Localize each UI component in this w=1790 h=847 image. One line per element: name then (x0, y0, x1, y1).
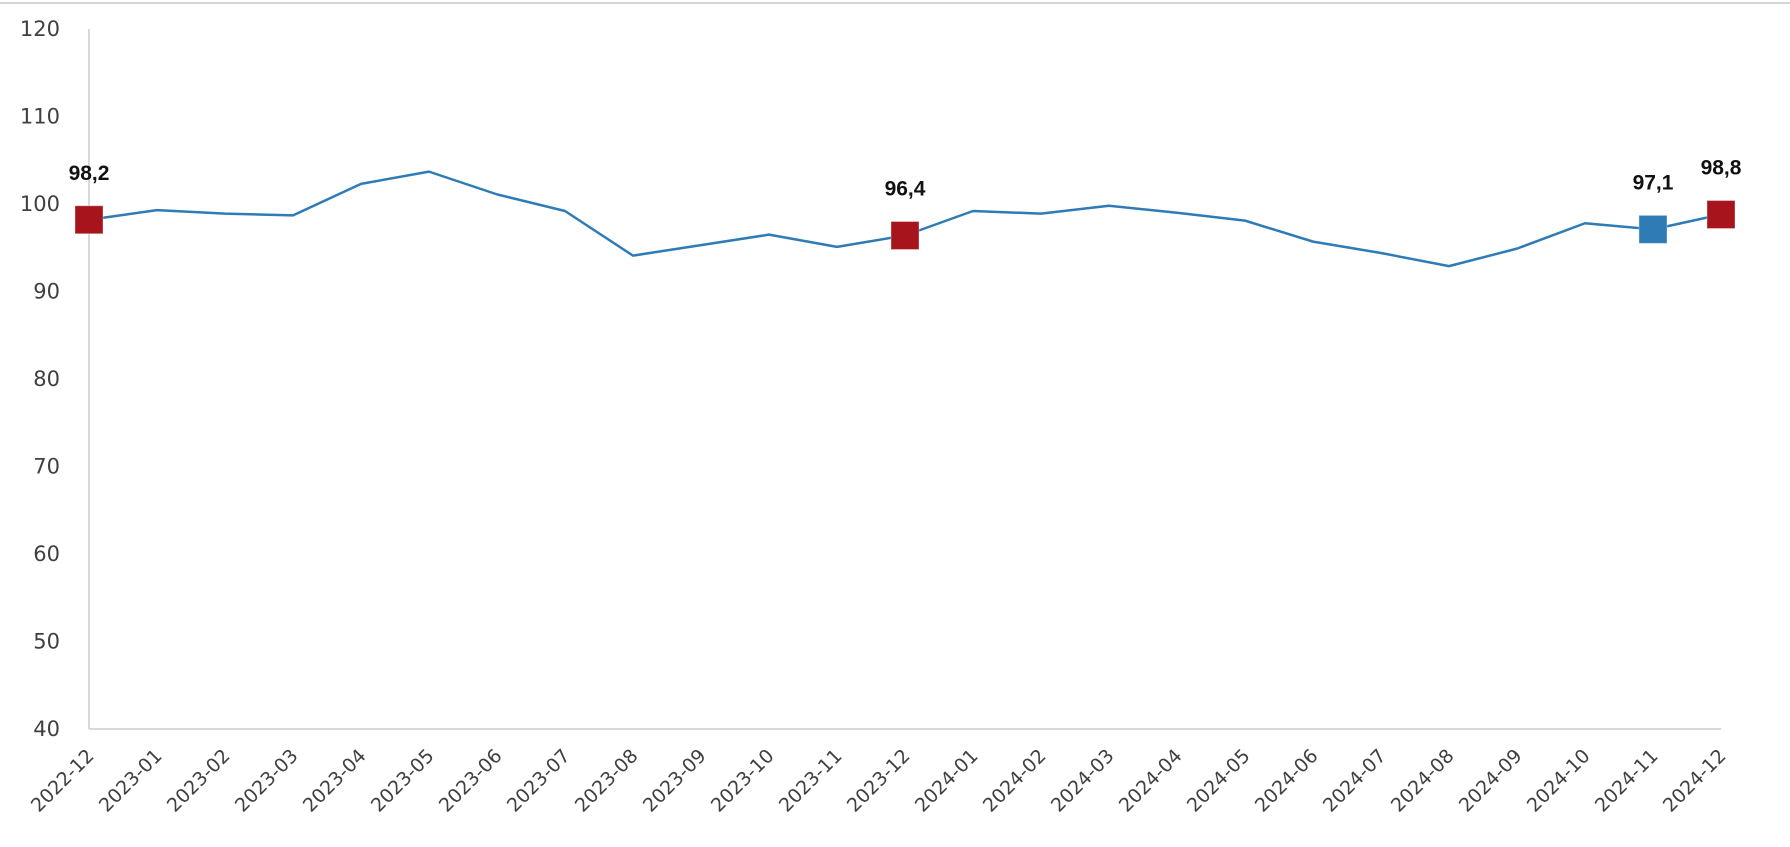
data-label: 97,1 (1633, 171, 1674, 194)
y-tick-label: 100 (20, 192, 60, 216)
y-tick-label: 40 (33, 717, 60, 741)
highlight-markers: 98,2 96,4 97,1 98,8 (69, 157, 1742, 250)
data-point-2024-11: 97,1 (1633, 171, 1674, 244)
y-tick-label: 120 (20, 17, 60, 41)
y-tick-label: 70 (33, 455, 60, 479)
y-tick-label: 80 (33, 367, 60, 391)
x-tick-label: 2024-05 (1183, 745, 1255, 817)
x-tick-label: 2023-06 (435, 745, 507, 817)
x-tick-label: 2023-01 (95, 745, 167, 817)
x-tick-label: 2023-04 (299, 745, 371, 817)
data-point-2022-12: 98,2 (69, 162, 110, 235)
x-tick-label: 2024-01 (911, 745, 983, 817)
x-tick-label: 2024-03 (1047, 745, 1119, 817)
y-tick-label: 90 (33, 280, 60, 304)
x-tick-label: 2024-04 (1115, 745, 1187, 817)
square-marker-icon (74, 205, 104, 235)
square-marker-icon (1706, 200, 1736, 229)
x-tick-label: 2024-11 (1591, 745, 1663, 817)
y-tick-label: 110 (20, 105, 60, 129)
x-tick-label: 2024-07 (1319, 745, 1391, 817)
x-tick-label: 2023-10 (707, 745, 779, 817)
x-tick-label: 2023-11 (775, 745, 847, 817)
x-tick-label: 2023-07 (503, 745, 575, 817)
x-tick-label: 2024-08 (1387, 745, 1459, 817)
square-marker-icon (890, 221, 920, 250)
x-tick-label: 2023-08 (571, 745, 643, 817)
y-tick-label: 50 (33, 630, 60, 654)
data-label: 98,2 (69, 162, 110, 185)
square-marker-icon (1638, 214, 1668, 244)
x-tick-label: 2024-09 (1455, 745, 1527, 817)
data-label: 98,8 (1701, 157, 1742, 180)
x-tick-label: 2023-09 (639, 745, 711, 817)
x-tick-label: 2024-06 (1251, 745, 1323, 817)
x-tick-label: 2024-10 (1523, 745, 1595, 817)
x-tick-label: 2024-12 (1659, 745, 1731, 817)
y-axis: 40 50 60 70 80 90 100 110 120 (20, 17, 90, 741)
data-point-2023-12: 96,4 (885, 178, 926, 250)
y-tick-label: 60 (33, 542, 60, 566)
x-tick-label: 2023-03 (231, 745, 303, 817)
data-label: 96,4 (885, 178, 926, 201)
x-tick-label: 2023-02 (163, 745, 235, 817)
data-point-2024-12: 98,8 (1701, 157, 1742, 229)
x-tick-label: 2024-02 (979, 745, 1051, 817)
x-tick-label: 2022-12 (27, 745, 99, 817)
x-axis: 2022-122023-012023-022023-032023-042023-… (27, 728, 1731, 817)
x-tick-label: 2023-12 (843, 745, 915, 817)
x-tick-label: 2023-05 (367, 745, 439, 817)
top-border (0, 2, 1790, 4)
